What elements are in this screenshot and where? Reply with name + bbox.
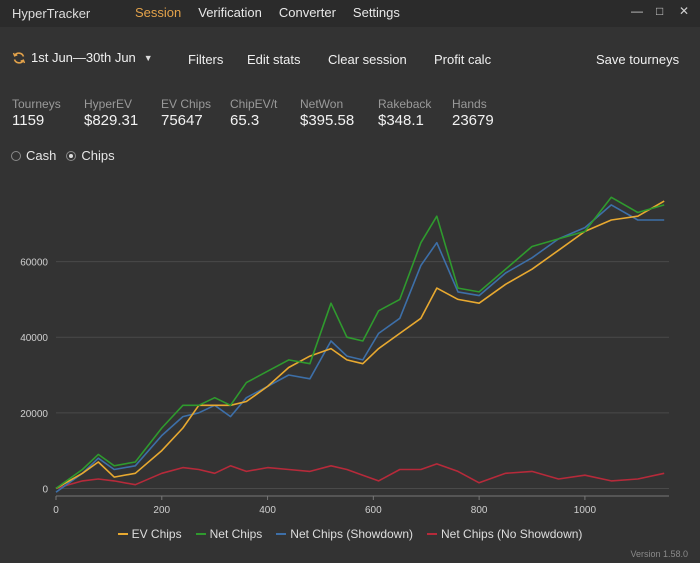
stat-value: $829.31	[84, 112, 139, 129]
legend-swatch	[427, 533, 438, 535]
main-nav: Session Verification Converter Settings	[135, 5, 400, 20]
stat-label: ChipEV/t	[230, 97, 278, 111]
stat-label: Tourneys	[12, 97, 61, 111]
stat-value: 23679	[452, 112, 494, 129]
stat-hyperev: HyperEV $829.31	[84, 97, 138, 129]
save-tourneys-button[interactable]: Save tourneys	[596, 52, 680, 67]
edit-stats-button[interactable]: Edit stats	[247, 52, 301, 67]
stat-label: HyperEV	[84, 97, 133, 111]
radio-selected-icon	[66, 150, 77, 161]
stat-value: $395.58	[300, 112, 355, 129]
legend-swatch	[276, 533, 287, 535]
cash-radio-label: Cash	[26, 148, 57, 163]
series-line-net-chips-no-showdown	[55, 463, 665, 490]
profit-calc-button[interactable]: Profit calc	[434, 52, 492, 67]
legend-label: EV Chips	[131, 527, 182, 541]
maximize-icon[interactable]: □	[656, 4, 664, 18]
x-tick-label: 200	[153, 505, 170, 516]
stat-hands: Hands 23679	[452, 97, 494, 129]
stat-label: EV Chips	[161, 97, 212, 111]
filters-button[interactable]: Filters	[188, 52, 224, 67]
nav-settings[interactable]: Settings	[352, 5, 400, 20]
stat-ev-chips: EV Chips 75647	[161, 97, 211, 129]
radio-circle-icon	[11, 150, 21, 161]
date-range-dropdown[interactable]: 1st Jun—30th Jun ▼	[12, 50, 153, 65]
legend-swatch	[195, 533, 206, 535]
stat-value: $348.1	[378, 112, 424, 129]
x-tick-label: 600	[365, 505, 382, 516]
legend-label: Net Chips	[209, 527, 263, 541]
series-line-net-chips-showdown	[55, 204, 665, 493]
refresh-icon	[12, 51, 26, 64]
x-tick-label: 0	[53, 505, 59, 516]
legend-ev-chips[interactable]: EV Chips	[117, 527, 182, 541]
legend-label: Net Chips (Showdown)	[290, 527, 414, 541]
date-range-label: 1st Jun—30th Jun	[31, 50, 136, 65]
stat-netwon: NetWon $395.58	[300, 97, 354, 129]
y-tick-label: 0	[42, 484, 48, 495]
profit-chart: 0 20000 40000 60000 0 200 400 600 800 1000	[20, 196, 669, 516]
cash-radio[interactable]: Cash	[11, 148, 56, 163]
legend-net-chips[interactable]: Net Chips	[195, 527, 263, 541]
stat-value: 65.3	[230, 112, 260, 129]
legend-net-chips-showdown[interactable]: Net Chips (Showdown)	[276, 527, 413, 541]
close-icon[interactable]: ✕	[679, 4, 690, 18]
minimize-icon[interactable]: —	[631, 4, 643, 18]
chips-radio-label: Chips	[81, 148, 115, 163]
chart-legend: EV Chips Net Chips Net Chips (Showdown) …	[0, 527, 700, 541]
x-tick-label: 400	[259, 505, 276, 516]
stat-rakeback: Rakeback $348.1	[378, 97, 431, 129]
x-tick-label: 1000	[574, 505, 597, 516]
stat-value: 75647	[161, 112, 203, 129]
legend-net-chips-no-showdown[interactable]: Net Chips (No Showdown)	[427, 527, 582, 541]
series-line-net-chips	[55, 196, 665, 490]
chevron-down-icon: ▼	[143, 52, 153, 63]
clear-session-button[interactable]: Clear session	[328, 52, 407, 67]
series-line-ev-chips	[55, 200, 665, 490]
stat-chipev-per-tourney: ChipEV/t 65.3	[230, 97, 277, 129]
stat-label: Hands	[452, 97, 487, 111]
x-tick-label: 800	[471, 505, 488, 516]
nav-verification[interactable]: Verification	[198, 5, 262, 20]
y-tick-label: 60000	[20, 258, 48, 269]
nav-session[interactable]: Session	[135, 5, 182, 20]
toolbar: 1st Jun—30th Jun ▼ Filters Edit stats Cl…	[0, 50, 700, 72]
app-title: HyperTracker	[12, 6, 91, 21]
stat-label: Rakeback	[378, 97, 432, 111]
stat-value: 1159	[12, 112, 45, 129]
stat-label: NetWon	[300, 97, 344, 111]
stat-tourneys: Tourneys 1159	[12, 97, 61, 129]
y-tick-label: 20000	[20, 409, 48, 420]
title-bar: HyperTracker Session Verification Conver…	[0, 0, 700, 27]
y-tick-label: 40000	[20, 333, 48, 344]
mode-selector: Cash Chips	[11, 148, 115, 163]
legend-swatch	[117, 533, 128, 535]
nav-converter[interactable]: Converter	[278, 5, 336, 20]
version-label: Version 1.58.0	[630, 549, 688, 559]
legend-label: Net Chips (No Showdown)	[441, 527, 583, 541]
chips-radio[interactable]: Chips	[66, 148, 115, 163]
